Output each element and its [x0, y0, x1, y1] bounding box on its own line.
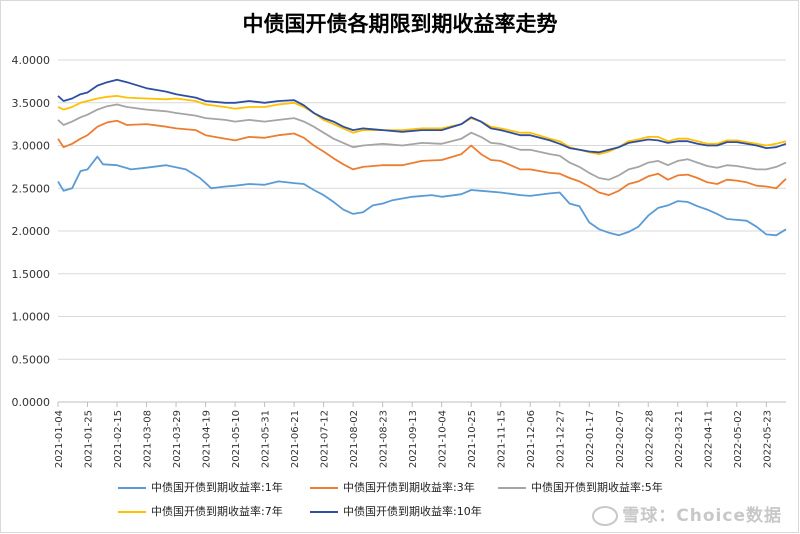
x-tick-label: 2021-08-23 [379, 410, 390, 468]
y-tick-label: 2.0000 [12, 225, 51, 238]
x-tick-label: 2021-02-15 [113, 410, 124, 468]
x-tick-label: 2021-01-25 [84, 410, 95, 468]
legend-item: 中债国开债到期收益率:3年 [310, 480, 475, 496]
chart-title: 中债国开债各期限到期收益率走势 [242, 12, 558, 36]
y-tick-label: 1.5000 [12, 268, 51, 281]
x-tick-label: 2021-08-02 [349, 410, 360, 468]
legend-swatch [118, 487, 146, 489]
legend-item: 中债国开债到期收益率:1年 [118, 480, 283, 496]
x-tick-label: 2021-11-15 [497, 410, 508, 468]
y-tick-label: 1.0000 [12, 311, 51, 324]
x-tick-label: 2021-07-12 [320, 410, 331, 468]
x-tick-label: 2021-09-13 [408, 410, 419, 468]
legend-item: 中债国开债到期收益率:7年 [118, 504, 283, 520]
legend-label: 中债国开债到期收益率:7年 [151, 505, 283, 518]
legend-item: 中债国开债到期收益率:10年 [310, 504, 482, 520]
legend-label: 中债国开债到期收益率:10年 [343, 505, 482, 518]
y-tick-label: 2.5000 [12, 182, 51, 195]
legend-label: 中债国开债到期收益率:3年 [343, 481, 475, 494]
x-tick-label: 2022-04-11 [703, 410, 714, 468]
series-line [57, 78, 787, 154]
y-tick-label: 3.5000 [12, 97, 51, 110]
legend-swatch [118, 511, 146, 513]
x-tick-label: 2021-10-25 [467, 410, 478, 468]
legend-label: 中债国开债到期收益率:5年 [531, 481, 663, 494]
legend-item: 中债国开债到期收益率:5年 [498, 480, 663, 496]
y-tick-label: 3.0000 [12, 140, 51, 153]
x-tick-label: 2021-05-31 [261, 410, 272, 468]
x-tick-label: 2021-03-08 [143, 410, 154, 468]
x-tick-label: 2022-02-28 [644, 410, 655, 468]
x-tick-label: 2022-01-17 [585, 410, 596, 468]
y-tick-label: 0.5000 [12, 353, 51, 366]
series-line [57, 119, 787, 197]
x-tick-label: 2021-01-04 [54, 410, 65, 468]
x-tick-label: 2021-03-29 [172, 410, 183, 468]
legend-swatch [310, 487, 338, 489]
watermark-text: 雪球：Choice数据 [622, 506, 782, 526]
legend-swatch [498, 487, 526, 489]
legend-swatch [310, 511, 338, 513]
x-tick-label: 2021-04-19 [202, 410, 213, 468]
x-tick-label: 2022-02-07 [615, 410, 626, 468]
x-tick-label: 2021-05-10 [231, 410, 242, 468]
watermark: 雪球：Choice数据 [592, 501, 782, 526]
y-tick-label: 0.0000 [12, 396, 51, 409]
xueqiu-logo-icon [592, 506, 619, 526]
x-tick-label: 2021-12-06 [526, 410, 537, 468]
x-tick-label: 2021-12-27 [556, 410, 567, 468]
series-line [57, 155, 787, 237]
x-tick-label: 2021-10-04 [438, 410, 449, 468]
x-tick-label: 2022-03-21 [674, 410, 685, 468]
x-tick-label: 2021-06-21 [290, 410, 301, 468]
y-tick-label: 4.0000 [12, 54, 51, 67]
x-tick-label: 2022-05-02 [733, 410, 744, 468]
legend-label: 中债国开债到期收益率:1年 [151, 481, 283, 494]
x-tick-label: 2022-05-23 [762, 410, 773, 468]
series-line [57, 103, 787, 181]
